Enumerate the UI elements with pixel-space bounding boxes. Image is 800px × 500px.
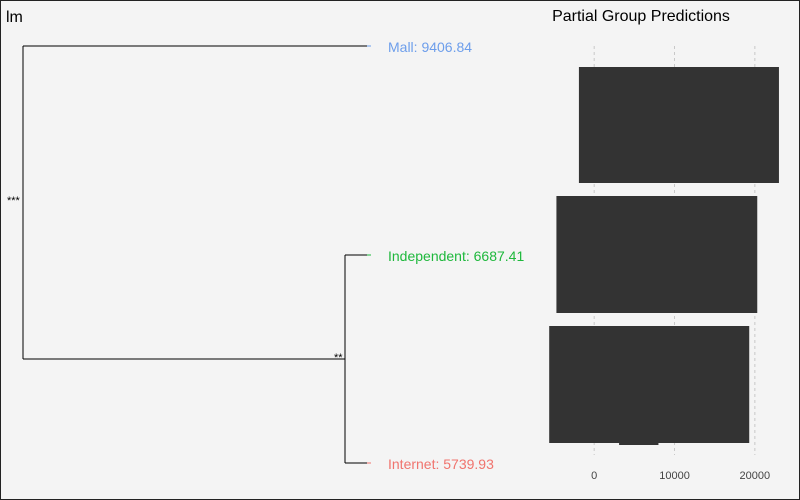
leaf-labels: Mall: 9406.84 Independent: 6687.41 Interne… [367,39,524,472]
x-tick-label-1: 10000 [659,470,690,482]
box-internet [549,326,750,443]
x-tick-label-0: 0 [591,470,597,482]
leaf-label-mall: Mall: 9406.84 [388,39,472,55]
model-label: lm [6,9,23,26]
root-significance: *** [7,195,21,207]
x-axis-ticks: 0 10000 20000 [591,470,770,482]
leaf-label-internet: Internet: 5739.93 [388,456,494,472]
box-mall [578,67,779,183]
chart-title: Partial Group Predictions [552,8,730,25]
subtree-significance: ** [334,352,343,364]
leaf-label-independent: Independent: 6687.41 [388,248,524,264]
dendrogram: *** ** [7,45,367,464]
x-tick-label-2: 20000 [740,470,771,482]
box-independent [556,196,758,313]
boxes [549,67,779,445]
